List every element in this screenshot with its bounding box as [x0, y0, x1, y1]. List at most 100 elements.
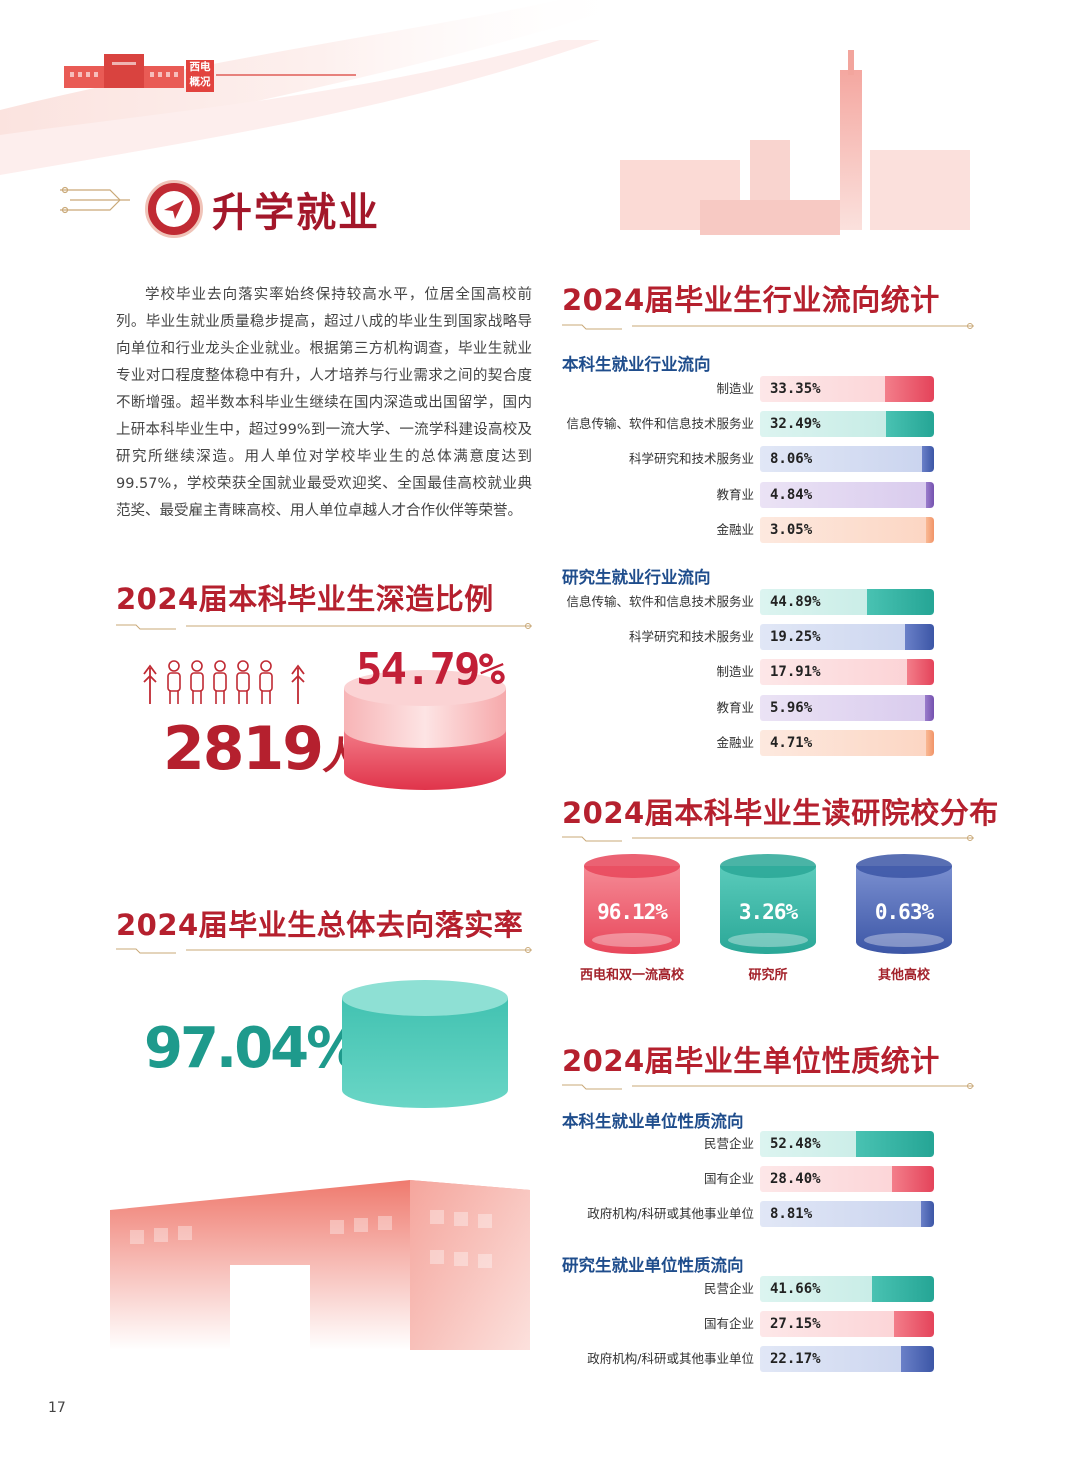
campus-building-illustration — [110, 1180, 530, 1350]
bar: 4.71% — [760, 729, 934, 756]
bar-category-label: 科学研究和技术服务业 — [628, 629, 754, 645]
bar-fill — [922, 446, 934, 473]
bar-row: 科学研究和技术服务业 19.25% — [560, 624, 940, 651]
intro-paragraph: 学校毕业去向落实率始终保持较高水平，位居全国高校前列。毕业生就业质量稳步提高，超… — [116, 287, 532, 519]
bar-category-label: 教育业 — [716, 486, 754, 502]
bar-row: 金融业 4.71% — [560, 729, 940, 756]
bar-fill — [893, 1311, 934, 1338]
bar: 17.91% — [760, 659, 934, 686]
bar-fill — [925, 694, 934, 721]
further-study-title: 2024届本科毕业生深造比例 — [116, 582, 494, 616]
bar-category-label: 制造业 — [716, 381, 754, 396]
bar-value-label: 19.25% — [770, 629, 821, 646]
bar-value-label: 27.15% — [770, 1316, 821, 1333]
header-swoosh-decoration — [0, 0, 970, 235]
bar-value-label: 41.66% — [770, 1281, 821, 1297]
bar-row: 国有企业 27.15% — [560, 1311, 940, 1338]
bar: 27.15% — [760, 1311, 934, 1338]
bar: 33.35% — [760, 376, 934, 402]
title-underline — [116, 623, 532, 630]
bar-value-label: 44.89% — [770, 594, 821, 610]
bar-fill — [907, 659, 934, 686]
bar-category-label: 民营企业 — [703, 1136, 754, 1151]
bar-value-label: 4.71% — [770, 734, 813, 751]
school-cylinder — [720, 854, 816, 954]
pg-industry-chart: 信息传输、软件和信息技术服务业 44.89% 科学研究和技术服务业 19.25% 制造业… — [560, 589, 940, 765]
bar-category-label: 国有企业 — [703, 1316, 754, 1332]
bar: 3.05% — [760, 516, 934, 543]
bar-fill — [926, 481, 934, 508]
bar-category-label: 国有企业 — [703, 1171, 754, 1187]
bar: 19.25% — [760, 624, 934, 651]
bar-fill — [867, 589, 934, 615]
bar-row: 民营企业 52.48% — [560, 1131, 940, 1157]
bar-value-label: 32.49% — [770, 416, 821, 433]
bar: 5.96% — [760, 694, 934, 721]
bar-track — [760, 481, 934, 508]
ug-unit-subtitle: 本科生就业单位性质流向 — [562, 1112, 744, 1131]
school-value-label: 96.12% — [597, 900, 668, 924]
bar-track — [760, 659, 934, 686]
bar-fill — [905, 624, 934, 651]
circuit-decoration — [60, 186, 130, 214]
bar-value-label: 8.06% — [770, 451, 813, 468]
bar-fill — [891, 1166, 934, 1193]
bar: 52.48% — [760, 1131, 934, 1157]
bar-value-label: 5.96% — [770, 699, 813, 716]
ug-unit-chart: 民营企业 52.48% 国有企业 28.40% 政府机构/科研或其他事业单位 8.81% — [560, 1131, 940, 1237]
school-category-label: 西电和双一流高校 — [579, 968, 684, 983]
header-logo: 西电 概况 — [64, 46, 364, 96]
title-underline — [562, 835, 974, 842]
further-study-rate: 54.79% — [356, 644, 505, 695]
bar: 28.40% — [760, 1166, 934, 1193]
bar-row: 金融业 3.05% — [560, 516, 940, 543]
bar-row: 政府机构/科研或其他事业单位 22.17% — [560, 1346, 940, 1373]
bar-category-label: 民营企业 — [703, 1281, 754, 1296]
pg-unit-subtitle: 研究生就业单位性质流向 — [562, 1256, 744, 1275]
logo-text-1: 西电 — [189, 61, 211, 73]
bar-row: 政府机构/科研或其他事业单位 8.81% — [560, 1201, 940, 1228]
school-category-label: 研究所 — [748, 968, 788, 983]
bar-value-label: 17.91% — [770, 664, 821, 681]
title-underline — [562, 323, 974, 330]
bar-row: 国有企业 28.40% — [560, 1166, 940, 1193]
bar-fill — [856, 1131, 934, 1157]
bar-value-label: 22.17% — [770, 1351, 821, 1368]
bar-value-label: 52.48% — [770, 1136, 821, 1152]
school-cylinder — [856, 854, 952, 954]
unit-title: 2024届毕业生单位性质统计 — [562, 1044, 940, 1078]
title-underline — [562, 1083, 974, 1090]
bar-fill — [901, 1346, 934, 1373]
bar-row: 教育业 4.84% — [560, 481, 940, 508]
bar-track — [760, 446, 934, 473]
bar-value-label: 33.35% — [770, 381, 821, 397]
bar-row: 制造业 17.91% — [560, 659, 940, 686]
pg-unit-chart: 民营企业 41.66% 国有企业 27.15% 政府机构/科研或其他事业单位 22.17% — [560, 1276, 940, 1382]
bar: 44.89% — [760, 589, 934, 615]
overall-title: 2024届毕业生总体去向落实率 — [116, 908, 524, 942]
bar-track — [760, 729, 934, 756]
bar: 22.17% — [760, 1346, 934, 1373]
bar-category-label: 科学研究和技术服务业 — [628, 451, 754, 467]
further-study-cylinder — [344, 670, 506, 790]
bar-row: 科学研究和技术服务业 8.06% — [560, 446, 940, 473]
bar-value-label: 4.84% — [770, 486, 813, 503]
bar-value-label: 28.40% — [770, 1171, 821, 1188]
bar-track — [760, 624, 934, 651]
ug-industry-subtitle: 本科生就业行业流向 — [562, 355, 711, 374]
bar-row: 民营企业 41.66% — [560, 1276, 940, 1302]
bar-fill — [872, 1276, 934, 1302]
bar-category-label: 政府机构/科研或其他事业单位 — [587, 1351, 754, 1367]
page-number: 17 — [48, 1400, 66, 1416]
bar-category-label: 信息传输、软件和信息技术服务业 — [566, 594, 754, 609]
bar-category-label: 信息传输、软件和信息技术服务业 — [566, 416, 754, 432]
bar-row: 信息传输、软件和信息技术服务业 32.49% — [560, 411, 940, 438]
bar-fill — [926, 516, 934, 543]
bar: 8.06% — [760, 446, 934, 473]
bar: 8.81% — [760, 1201, 934, 1228]
bar-track — [760, 516, 934, 543]
bar: 41.66% — [760, 1276, 934, 1302]
logo-text-2: 概况 — [189, 76, 211, 88]
bar-track — [760, 694, 934, 721]
bar-fill — [884, 376, 934, 402]
